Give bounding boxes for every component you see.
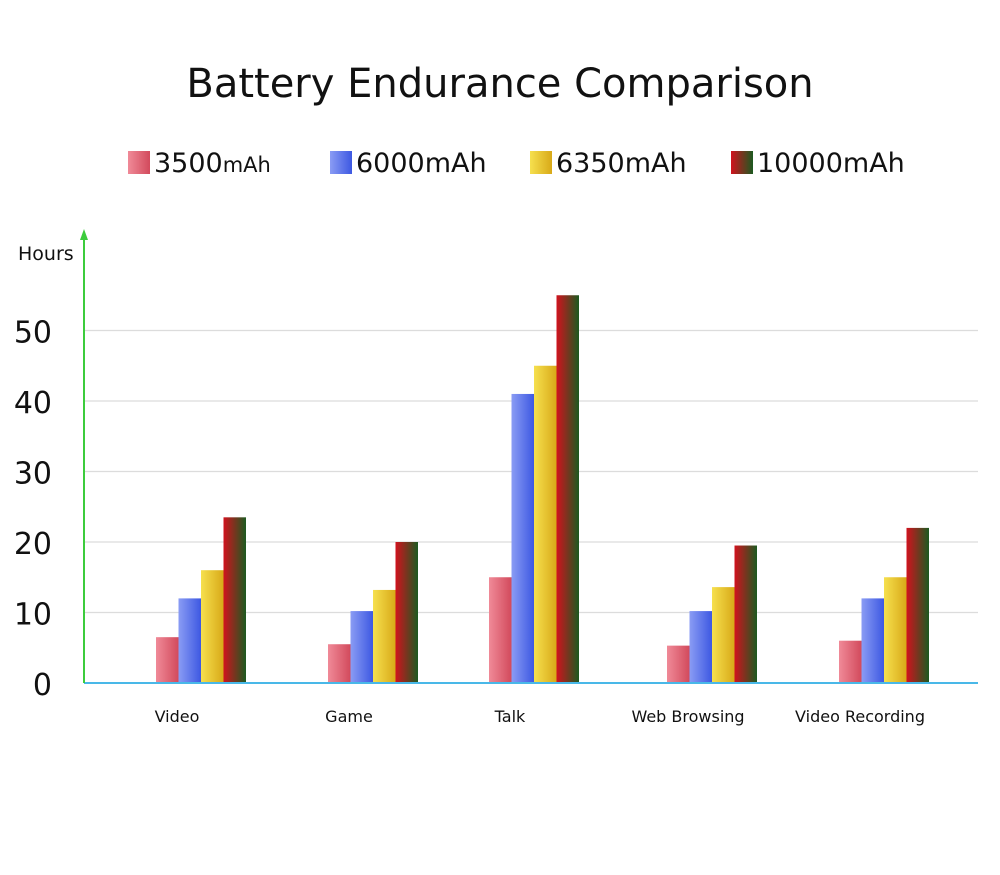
legend: 3500mAh 6000mAh 6350mAh 10000mAh [128,148,905,179]
bar-game-3500mah [328,644,351,683]
bar-video-6000mah [178,598,201,683]
bar-talk-10000mah [556,295,579,683]
x-tick-label: Video [155,707,200,726]
axes [80,229,978,684]
chart-title: Battery Endurance Comparison [186,61,813,107]
bar-video-3500mah [156,637,179,683]
y-axis-arrow-icon [80,229,88,240]
bar-video-recording-10000mah [906,527,929,683]
y-tick-label: 50 [14,316,52,351]
legend-swatch [330,151,352,174]
bar-video-10000mah [223,517,246,683]
y-tick-labels: 0 10 20 30 40 50 [14,316,52,704]
bars [156,295,929,683]
bar-web-browsing-10000mah [734,545,757,683]
x-tick-label: Web Browsing [631,707,744,726]
y-tick-label: 10 [14,598,52,633]
legend-label: 3500mAh [154,148,271,179]
bar-talk-6000mah [511,393,534,683]
y-tick-label: 30 [14,457,52,492]
x-tick-label: Talk [494,707,526,726]
bar-web-browsing-6350mah [712,587,735,683]
x-tick-label: Game [325,707,373,726]
y-axis-label: Hours [18,243,74,265]
bar-game-6350mah [373,589,396,683]
x-tick-labels: Video Game Talk Web Browsing Video Recording [155,707,925,726]
bar-web-browsing-6000mah [689,611,712,683]
bar-talk-3500mah [489,577,512,683]
legend-swatch [530,151,552,174]
y-tick-label: 0 [33,668,52,703]
legend-label: 10000mAh [757,148,905,179]
legend-swatch [731,151,753,174]
bar-game-6000mah [350,611,373,683]
legend-label: 6000mAh [356,148,487,179]
bar-video-recording-6000mah [861,598,884,683]
bar-video-6350mah [201,570,224,683]
legend-swatch [128,151,150,174]
legend-label: 6350mAh [556,148,687,179]
bar-talk-6350mah [534,365,557,683]
x-tick-label: Video Recording [795,707,925,726]
y-tick-label: 40 [14,386,52,421]
bar-video-recording-3500mah [839,640,862,683]
bar-web-browsing-3500mah [667,645,690,683]
bar-game-10000mah [395,542,418,683]
y-tick-label: 20 [14,527,52,562]
bar-video-recording-6350mah [884,577,907,683]
